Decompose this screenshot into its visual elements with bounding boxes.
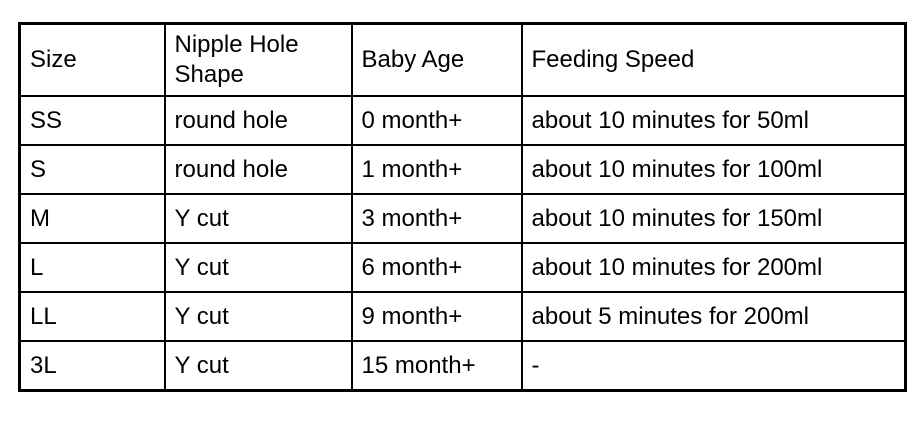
cell-shape: Y cut	[163, 242, 353, 293]
column-header-shape: Nipple Hole Shape	[163, 22, 353, 97]
cell-size: SS	[18, 95, 166, 146]
cell-age: 3 month+	[350, 193, 523, 244]
cell-shape: Y cut	[163, 291, 353, 342]
cell-speed: about 5 minutes for 200ml	[520, 291, 907, 342]
header-row: Size Nipple Hole Shape Baby Age Feeding …	[18, 22, 907, 97]
column-header-age: Baby Age	[350, 22, 523, 97]
table-row-s: S round hole 1 month+ about 10 minutes f…	[18, 144, 907, 195]
table-row-ll: LL Y cut 9 month+ about 5 minutes for 20…	[18, 291, 907, 342]
cell-size: LL	[18, 291, 166, 342]
table-row-l: L Y cut 6 month+ about 10 minutes for 20…	[18, 242, 907, 293]
table-row-m: M Y cut 3 month+ about 10 minutes for 15…	[18, 193, 907, 244]
cell-size: 3L	[18, 340, 166, 392]
cell-speed: about 10 minutes for 150ml	[520, 193, 907, 244]
cell-age: 6 month+	[350, 242, 523, 293]
cell-shape: round hole	[163, 95, 353, 146]
cell-age: 1 month+	[350, 144, 523, 195]
column-header-size: Size	[18, 22, 166, 97]
cell-age: 9 month+	[350, 291, 523, 342]
cell-shape: Y cut	[163, 193, 353, 244]
column-header-speed: Feeding Speed	[520, 22, 907, 97]
cell-shape: round hole	[163, 144, 353, 195]
cell-speed: about 10 minutes for 50ml	[520, 95, 907, 146]
cell-age: 0 month+	[350, 95, 523, 146]
cell-shape: Y cut	[163, 340, 353, 392]
table-row-3l: 3L Y cut 15 month+ -	[18, 340, 907, 392]
table-row-ss: SS round hole 0 month+ about 10 minutes …	[18, 95, 907, 146]
cell-size: L	[18, 242, 166, 293]
cell-size: S	[18, 144, 166, 195]
cell-size: M	[18, 193, 166, 244]
cell-age: 15 month+	[350, 340, 523, 392]
cell-speed: -	[520, 340, 907, 392]
nipple-size-spec-table: Size Nipple Hole Shape Baby Age Feeding …	[18, 22, 907, 392]
cell-speed: about 10 minutes for 100ml	[520, 144, 907, 195]
cell-speed: about 10 minutes for 200ml	[520, 242, 907, 293]
